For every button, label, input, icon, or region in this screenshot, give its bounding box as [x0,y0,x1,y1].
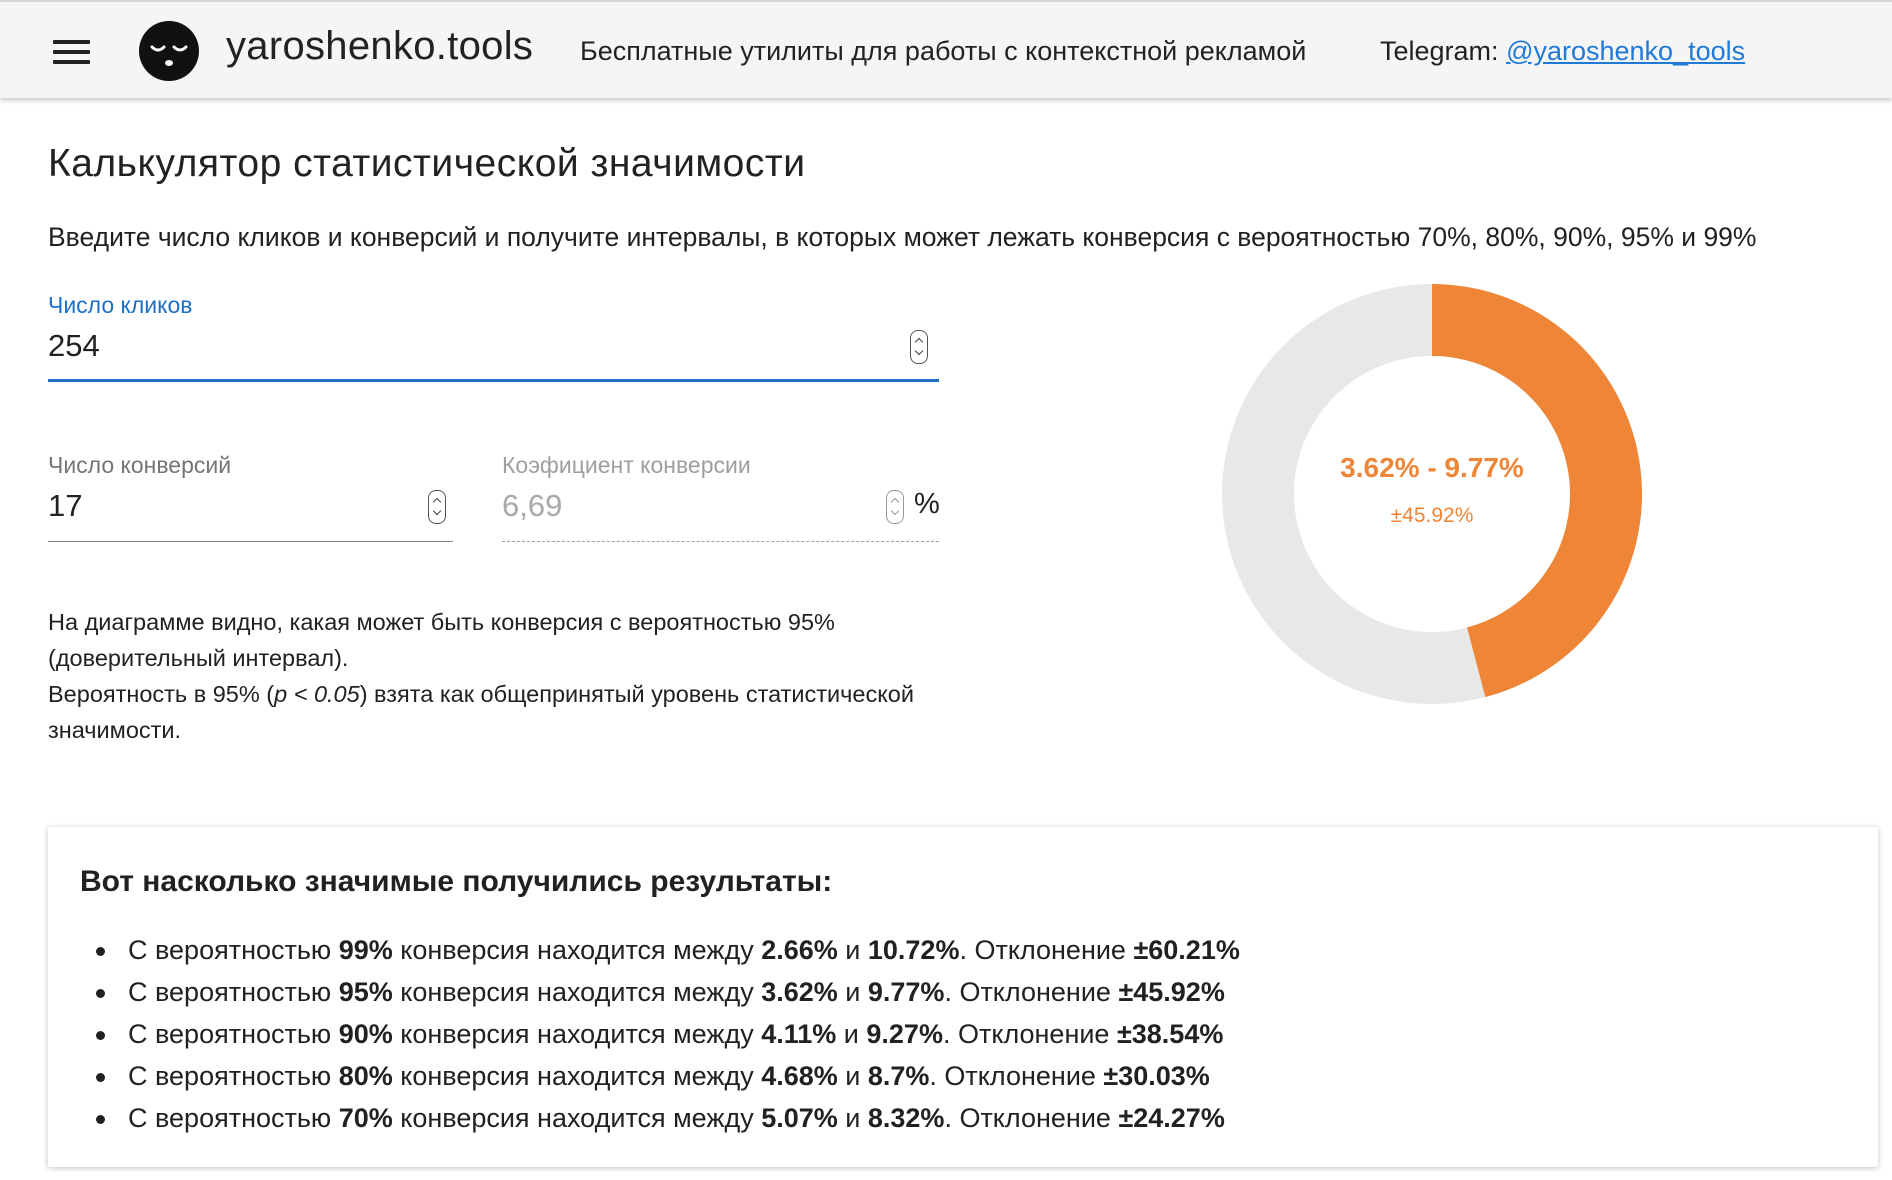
result-dev: ±60.21% [1133,935,1240,965]
telegram-contact: Telegram: @yaroshenko_tools [1380,36,1745,67]
conversions-stepper-icon[interactable] [428,490,446,524]
result-p4: . Отклонение [942,1019,1117,1049]
percent-unit: % [914,488,940,520]
result-high: 9.77% [867,977,945,1007]
conversion-rate-input: 6,69 [502,488,563,523]
donut-center-range: 3.62% - 9.77% [1340,452,1524,483]
site-tagline: Бесплатные утилиты для работы с контекст… [580,36,1307,66]
telegram-label: Telegram: [1380,36,1507,66]
result-prob: 95% [338,977,393,1007]
clicks-label: Число кликов [48,292,193,318]
result-item: С вероятностью 90% конверсия находится м… [80,1013,1240,1055]
result-p2: конверсия находится между [392,1019,762,1049]
result-p1: С вероятностью [128,1019,339,1049]
result-low: 4.68% [761,1061,838,1091]
conversions-field[interactable]: Число конверсий 17 [48,452,453,542]
result-high: 9.27% [866,1019,943,1049]
result-p1: С вероятностью [128,935,339,965]
clicks-stepper-icon[interactable] [910,330,928,364]
result-p3: и [837,935,868,965]
result-p2: конверсия находится между [392,977,762,1007]
note-line-2-pre: Вероятность в 95% ( [48,681,275,707]
page-title: Калькулятор статистической значимости [48,142,806,185]
donut-slice-rest [1222,284,1486,704]
result-p1: С вероятностью [128,1061,339,1091]
result-p2: конверсия находится между [392,1061,762,1091]
result-dev: ±24.27% [1118,1103,1225,1133]
page-intro: Введите число кликов и конверсий и получ… [48,222,1757,252]
result-p3: и [837,1061,868,1091]
result-p2: конверсия находится между [392,1103,762,1133]
result-p2: конверсия находится между [392,935,762,965]
result-p4: . Отклонение [944,977,1119,1007]
note-formula: p < 0.05 [274,681,360,707]
result-high: 8.32% [867,1103,945,1133]
result-p3: и [836,1019,867,1049]
confidence-donut-chart [1222,284,1642,704]
result-p4: . Отклонение [959,935,1134,965]
note-line-2-post: ) взята как общепринятый уровень статист… [48,681,914,743]
telegram-link[interactable]: @yaroshenko_tools [1506,36,1746,66]
note-line-1: На диаграмме видно, какая может быть кон… [48,609,835,671]
result-p1: С вероятностью [128,1103,339,1133]
result-low: 4.11% [761,1019,837,1049]
result-prob: 70% [338,1103,393,1133]
results-list: С вероятностью 99% конверсия находится м… [80,929,1240,1139]
conversions-label: Число конверсий [48,452,232,478]
results-title: Вот насколько значимые получились резуль… [80,865,833,898]
result-p3: и [837,977,868,1007]
chart-explanation: На диаграмме видно, какая может быть кон… [48,604,928,748]
clicks-field[interactable]: Число кликов 254 [48,292,939,382]
conversion-rate-stepper-icon [886,490,904,524]
conversions-underline [48,541,453,542]
result-prob: 99% [338,935,393,965]
donut-center-deviation: ±45.92% [1390,504,1474,527]
result-low: 3.62% [761,977,838,1007]
result-dev: ±38.54% [1116,1019,1224,1049]
result-dev: ±45.92% [1118,977,1225,1007]
hamburger-menu-icon[interactable] [50,37,90,67]
clicks-input[interactable]: 254 [48,328,100,363]
result-prob: 90% [338,1019,393,1049]
result-item: С вероятностью 95% конверсия находится м… [80,971,1240,1013]
result-p3: и [837,1103,868,1133]
results-card: Вот насколько значимые получились резуль… [48,827,1878,1167]
donut-slice-interval [1432,284,1642,698]
result-item: С вероятностью 80% конверсия находится м… [80,1055,1240,1097]
result-prob: 80% [338,1061,393,1091]
conversions-input[interactable]: 17 [48,488,83,523]
result-p4: . Отклонение [944,1103,1119,1133]
top-app-bar: yaroshenko.tools Бесплатные утилиты для … [0,0,1892,98]
conversion-rate-underline [502,540,939,542]
result-item: С вероятностью 70% конверсия находится м… [80,1097,1240,1139]
result-item: С вероятностью 99% конверсия находится м… [80,929,1240,971]
clicks-underline [48,379,939,382]
result-p4: . Отклонение [929,1061,1104,1091]
brand-name[interactable]: yaroshenko.tools [226,24,534,68]
result-low: 2.66% [761,935,838,965]
result-high: 10.72% [867,935,960,965]
result-p1: С вероятностью [128,977,339,1007]
result-dev: ±30.03% [1103,1061,1210,1091]
result-high: 8.7% [867,1061,930,1091]
conversion-rate-field: Коэфициент конверсии 6,69 [502,452,939,542]
conversion-rate-label: Коэфициент конверсии [502,452,751,478]
sleepy-face-logo-icon[interactable] [138,20,200,82]
result-low: 5.07% [761,1103,838,1133]
